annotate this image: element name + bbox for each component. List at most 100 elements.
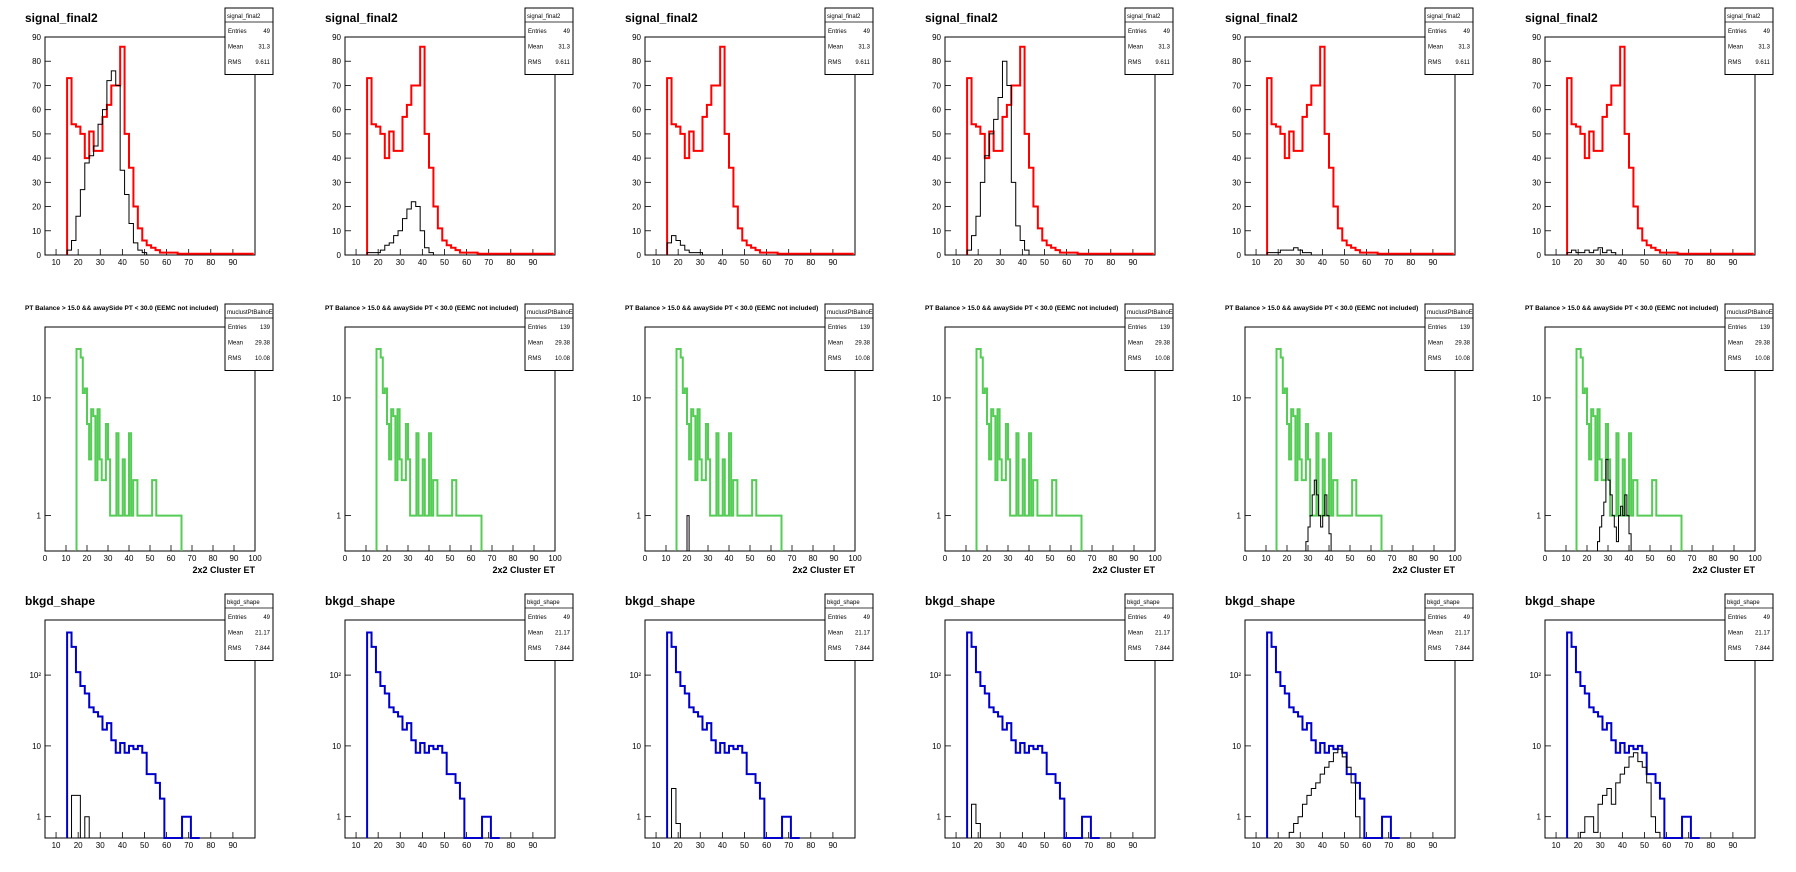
x-tick-label: 90 [1130, 554, 1139, 563]
stats-label: RMS [528, 356, 541, 362]
histogram-panel: PT Balance > 15.0 && awaySide PT < 30.0 … [25, 303, 274, 575]
x-tick-label: 60 [462, 258, 471, 267]
x-tick-label: 40 [118, 841, 127, 850]
y-tick-label: 1 [1237, 813, 1242, 822]
stats-value: 9.611 [555, 60, 570, 66]
x-axis-label: 2x2 Cluster ET [1692, 565, 1755, 575]
stats-name: signal_final2 [227, 14, 261, 20]
stats-value: 31.3 [858, 45, 870, 51]
y-tick-label: 30 [1532, 178, 1541, 187]
y-tick-label: 10 [1232, 394, 1241, 403]
x-tick-label: 60 [1062, 841, 1071, 850]
stats-label: Entries [828, 615, 847, 621]
main-histogram [66, 45, 254, 255]
stats-label: Mean [828, 631, 843, 637]
stats-label: Mean [828, 341, 843, 347]
x-axis-label: 2x2 Cluster ET [1392, 565, 1455, 575]
y-tick-label: 90 [32, 33, 41, 42]
stats-label: Mean [1428, 631, 1443, 637]
y-tick-label: 80 [632, 57, 641, 66]
x-tick-label: 20 [1274, 258, 1283, 267]
x-tick-label: 20 [974, 841, 983, 850]
stats-label: RMS [828, 646, 841, 652]
x-tick-label: 60 [462, 841, 471, 850]
stats-box-frame [224, 7, 274, 75]
stats-value: 29.38 [1755, 341, 1771, 347]
x-tick-label: 60 [1362, 258, 1371, 267]
x-tick-label: 50 [1046, 554, 1055, 563]
plot-frame [1244, 36, 1456, 256]
panel-title: PT Balance > 15.0 && awaySide PT < 30.0 … [925, 305, 1118, 312]
x-tick-label: 90 [828, 258, 837, 267]
x-tick-label: 80 [1706, 258, 1715, 267]
stats-box: bkgd_shape Entries 49 Mean 21.17 RMS 7.844 [1724, 593, 1774, 661]
histogram-panel: bkgd_shape bkgd_shape Entries 49 Mean 21.17 RM… [1525, 593, 1774, 850]
stats-box-frame [524, 7, 574, 75]
x-tick-label: 30 [1296, 258, 1305, 267]
overlay-histogram [66, 70, 148, 255]
stats-value: 10.08 [1455, 356, 1471, 362]
stats-label: RMS [1128, 60, 1141, 66]
stats-box-frame [1424, 593, 1474, 661]
y-tick-label: 60 [932, 106, 941, 115]
stats-label: RMS [828, 60, 841, 66]
stats-label: Mean [1728, 631, 1743, 637]
stats-box: muclustPtBalnoE Entries 139 Mean 29.38 RMS 10.… [224, 303, 274, 371]
x-tick-label: 60 [762, 841, 771, 850]
x-tick-label: 40 [125, 554, 134, 563]
overlay-histogram [967, 803, 985, 839]
stats-label: Entries [528, 615, 547, 621]
stats-label: Entries [228, 29, 247, 35]
main-histogram [366, 631, 500, 839]
plot-frame [344, 36, 556, 256]
x-tick-label: 80 [1409, 554, 1418, 563]
stats-value: 139 [860, 325, 871, 331]
stats-box: bkgd_shape Entries 49 Mean 21.17 RMS 7.844 [524, 593, 574, 661]
x-tick-label: 70 [784, 258, 793, 267]
y-tick-label: 10 [932, 394, 941, 403]
x-tick-label: 80 [1106, 258, 1115, 267]
x-tick-label: 30 [96, 841, 105, 850]
stats-label: RMS [1128, 646, 1141, 652]
panel-title: signal_final2 [325, 11, 398, 25]
stats-label: Entries [1128, 615, 1147, 621]
histogram-panel: bkgd_shape bkgd_shape Entries 49 Mean 21.17 RM… [325, 593, 574, 850]
stats-name: muclustPtBalnoE [527, 310, 573, 316]
x-tick-label: 10 [952, 258, 961, 267]
stats-name: bkgd_shape [1427, 600, 1460, 606]
x-tick-label: 20 [674, 841, 683, 850]
x-axis-label: 2x2 Cluster ET [492, 565, 555, 575]
x-tick-label: 20 [983, 554, 992, 563]
overlay-histogram [1576, 458, 1632, 552]
histogram-panel: PT Balance > 15.0 && awaySide PT < 30.0 … [925, 303, 1174, 575]
stats-value: 21.17 [255, 631, 271, 637]
x-tick-label: 50 [1040, 841, 1049, 850]
x-tick-label: 0 [1543, 554, 1548, 563]
x-tick-label: 80 [509, 554, 518, 563]
stats-box: muclustPtBalnoE Entries 139 Mean 29.38 RMS 10.… [524, 303, 574, 371]
main-histogram [75, 348, 183, 551]
overlay-histogram [1566, 247, 1617, 255]
y-tick-label: 80 [32, 57, 41, 66]
stats-value: 10.08 [1155, 356, 1171, 362]
stats-label: RMS [828, 356, 841, 362]
x-tick-label: 10 [52, 258, 61, 267]
stats-value: 29.38 [855, 341, 871, 347]
histogram-panel: bkgd_shape bkgd_shape Entries 49 Mean 21.17 RM… [925, 593, 1174, 850]
stats-value: 7.844 [255, 646, 271, 652]
x-tick-label: 50 [740, 841, 749, 850]
stats-box-frame [1424, 7, 1474, 75]
x-tick-label: 100 [1448, 554, 1462, 563]
stats-box-frame [824, 303, 874, 371]
x-tick-label: 40 [1625, 554, 1634, 563]
stats-box: signal_final2 Entries 49 Mean 31.3 RMS 9.611 [1124, 7, 1174, 75]
y-tick-label: 10 [1532, 394, 1541, 403]
x-tick-label: 90 [530, 554, 539, 563]
panel-title: bkgd_shape [25, 594, 95, 608]
x-tick-label: 80 [506, 841, 515, 850]
stats-label: Entries [1728, 615, 1747, 621]
x-tick-label: 70 [188, 554, 197, 563]
x-tick-label: 30 [996, 258, 1005, 267]
x-tick-label: 10 [362, 554, 371, 563]
stats-label: RMS [228, 60, 241, 66]
